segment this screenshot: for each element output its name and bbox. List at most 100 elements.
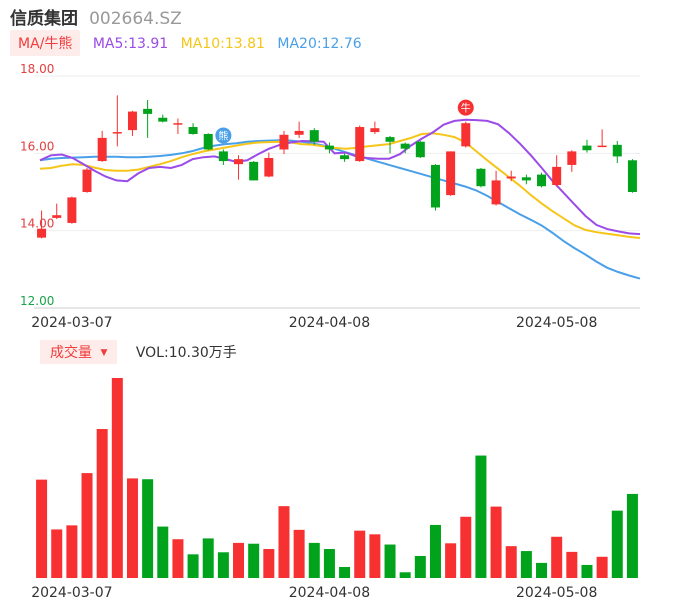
volume-bar: [354, 530, 366, 578]
volume-bar: [51, 529, 63, 578]
candle-body: [264, 157, 274, 177]
candle-body: [37, 228, 47, 238]
ma-legend: MA/牛熊 MA5:13.91 MA10:13.81 MA20:12.76: [10, 30, 362, 56]
volume-bar: [66, 525, 78, 578]
candle-body: [355, 127, 365, 162]
candle-body: [340, 155, 350, 160]
candle-body: [158, 117, 168, 122]
candle-body: [385, 137, 395, 142]
volume-label: 成交量: [50, 345, 92, 361]
candle-body: [97, 137, 107, 162]
volume-bar: [414, 555, 426, 578]
volume-bar: [111, 378, 123, 578]
volume-bar: [520, 551, 532, 578]
ma-lines: [39, 118, 641, 280]
stock-name: 信质集团: [10, 9, 78, 29]
candle-body: [415, 141, 425, 158]
volume-bar: [369, 534, 381, 578]
volume-bar: [460, 516, 472, 578]
candle-body: [461, 123, 471, 147]
candle-body: [82, 169, 92, 192]
volume-bar: [339, 566, 351, 578]
volume-bar: [278, 506, 290, 578]
volume-bar: [505, 546, 517, 578]
candle-body: [324, 145, 334, 150]
candle-body: [430, 164, 440, 208]
volume-bar: [626, 493, 638, 578]
ma5-line: [39, 118, 641, 236]
candle-body: [309, 130, 319, 142]
candle-body: [370, 128, 380, 133]
candle-body: [67, 197, 77, 223]
volume-legend: 成交量 ▼ VOL:10.30万手: [40, 340, 237, 364]
ma5-legend: MA5:13.91: [92, 36, 169, 52]
volume-bar: [217, 552, 229, 578]
volume-bars: [36, 378, 638, 578]
date-axis: 2024-03-07 2024-04-08 2024-05-08: [31, 315, 597, 331]
volume-bar: [611, 510, 623, 578]
volume-x-tick-label: 2024-04-08: [289, 585, 370, 601]
price-grid: [34, 75, 640, 309]
volume-bar: [187, 554, 199, 578]
y-tick-label: 14.00: [20, 217, 54, 231]
bull-icon: [457, 99, 474, 116]
volume-bar: [202, 538, 214, 578]
candle-body: [582, 145, 592, 151]
volume-bar: [157, 526, 169, 578]
volume-x-tick-label: 2024-03-07: [31, 585, 112, 601]
candle-body: [203, 134, 213, 150]
x-tick-label: 2024-04-08: [289, 315, 370, 331]
volume-bar: [490, 506, 502, 578]
volume-bar: [384, 544, 396, 578]
volume-bar: [96, 429, 108, 578]
candle-body: [521, 177, 531, 181]
volume-bar: [399, 572, 411, 578]
y-tick-label: 12.00: [20, 294, 54, 308]
volume-bar: [429, 524, 441, 578]
ma10-line: [39, 132, 641, 239]
y-tick-label: 18.00: [20, 62, 54, 76]
candle-body: [567, 151, 577, 165]
ma-indicator-selector[interactable]: MA/牛熊: [10, 30, 81, 56]
volume-bar: [126, 478, 138, 578]
volume-bar: [581, 564, 593, 578]
candle-body: [597, 145, 607, 148]
bear-icon: [215, 127, 232, 144]
signal-marker-label: 牛: [461, 102, 471, 115]
candle-body: [173, 123, 183, 125]
candles: [37, 95, 637, 239]
candle-body: [143, 108, 153, 114]
volume-bar: [475, 455, 487, 578]
stock-header: 信质集团 002664.SZ: [10, 4, 182, 29]
candle-body: [400, 143, 410, 149]
candle-body: [537, 174, 547, 187]
volume-bar: [551, 536, 563, 578]
volume-bar: [263, 549, 275, 578]
volume-bar: [233, 542, 245, 578]
x-tick-label: 2024-05-08: [516, 315, 597, 331]
candle-body: [491, 180, 501, 205]
candle-body: [506, 176, 516, 179]
volume-indicator-selector[interactable]: 成交量 ▼: [40, 340, 118, 364]
volume-bar: [323, 549, 335, 578]
caret-down-icon: ▼: [100, 348, 108, 358]
volume-bar: [596, 556, 608, 578]
signal-markers: 熊牛: [215, 99, 474, 144]
volume-bar: [142, 479, 154, 578]
ma20-line: [39, 139, 641, 280]
x-tick-label: 2024-03-07: [31, 315, 112, 331]
volume-bar: [81, 473, 93, 578]
candle-body: [234, 159, 244, 165]
ma20-legend: MA20:12.76: [277, 36, 362, 52]
candle-body: [112, 132, 122, 134]
candle-body: [279, 134, 289, 150]
stock-code: 002664.SZ: [89, 9, 182, 29]
candle-body: [446, 151, 456, 196]
candle-body: [476, 168, 486, 187]
candle-body: [249, 161, 259, 181]
volume-x-tick-label: 2024-05-08: [516, 585, 597, 601]
candle-body: [612, 144, 622, 157]
signal-marker-label: 熊: [218, 129, 228, 142]
candle-body: [627, 160, 637, 192]
